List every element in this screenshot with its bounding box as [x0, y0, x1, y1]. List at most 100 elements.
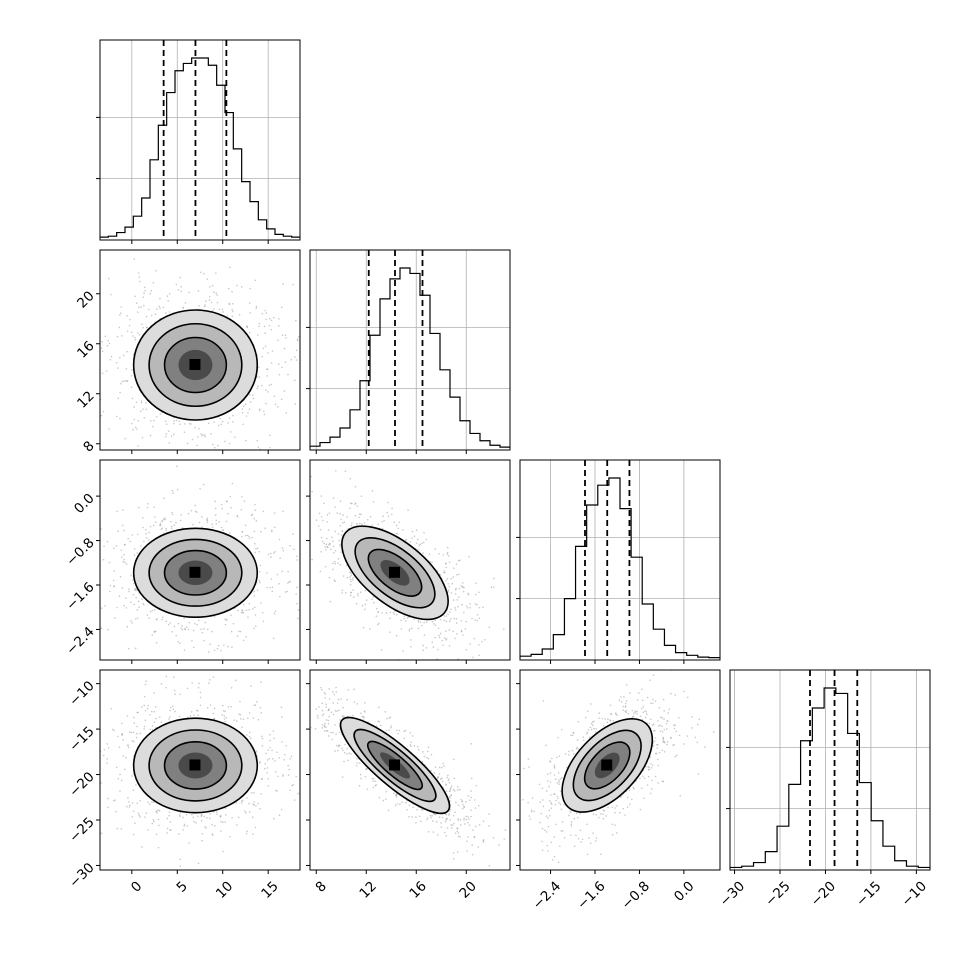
sample-point — [577, 720, 580, 723]
sample-point — [354, 485, 357, 488]
sample-point — [460, 629, 463, 632]
sample-point — [278, 373, 281, 376]
sample-point — [283, 390, 286, 392]
sample-point — [168, 442, 171, 444]
sample-point — [258, 322, 261, 325]
sample-point — [306, 693, 308, 695]
sample-point — [333, 693, 336, 696]
sample-point — [455, 617, 458, 620]
sample-point — [335, 691, 338, 693]
sample-point — [298, 516, 300, 518]
sample-point — [183, 431, 186, 433]
sample-point — [100, 414, 103, 417]
sample-point — [256, 439, 259, 442]
sample-point — [91, 755, 93, 757]
sample-point — [461, 582, 464, 584]
sample-point — [640, 707, 643, 710]
sample-point — [375, 615, 378, 618]
sample-point — [165, 527, 167, 530]
sample-point — [478, 654, 481, 657]
sample-point — [255, 750, 258, 752]
sample-point — [446, 551, 449, 554]
sample-point — [575, 812, 578, 815]
sample-point — [352, 579, 354, 581]
sample-point — [393, 792, 395, 795]
sample-point — [409, 732, 412, 734]
sample-point — [217, 424, 220, 427]
sample-point — [258, 325, 260, 328]
sample-point — [618, 699, 621, 702]
sample-point — [138, 606, 140, 609]
sample-point — [425, 621, 428, 623]
sample-point — [457, 605, 459, 608]
sample-point — [456, 633, 458, 635]
sample-point — [106, 762, 108, 764]
sample-point — [327, 709, 330, 712]
sample-point — [295, 593, 297, 595]
sample-point — [662, 740, 665, 742]
sample-point — [448, 620, 451, 623]
sample-point — [324, 722, 326, 725]
sample-point — [364, 603, 367, 606]
sample-point — [698, 718, 701, 721]
sample-point — [263, 410, 265, 413]
sample-point — [100, 347, 103, 350]
sample-point — [570, 834, 572, 837]
sample-point — [455, 563, 458, 565]
x-tick-label: 10 — [213, 878, 236, 901]
sample-point — [79, 390, 81, 392]
sample-point — [563, 803, 566, 806]
sample-point — [282, 773, 284, 776]
sample-point — [216, 647, 219, 650]
panel-frame — [519, 669, 721, 871]
sample-point — [103, 748, 106, 751]
sample-point — [576, 746, 578, 749]
sample-point — [661, 731, 664, 733]
sample-point — [458, 587, 461, 590]
sample-point — [579, 812, 581, 815]
sample-point — [403, 730, 405, 733]
sample-point — [557, 736, 559, 739]
sample-point — [227, 422, 229, 424]
sample-point — [135, 597, 137, 599]
sample-point — [449, 796, 452, 799]
sample-point — [136, 609, 139, 611]
sample-point — [639, 715, 642, 718]
sample-point — [269, 434, 271, 437]
sample-point — [195, 452, 197, 454]
sample-point — [356, 757, 358, 760]
sample-point — [435, 813, 437, 816]
sample-point — [553, 764, 556, 766]
sample-point — [301, 709, 303, 711]
sample-point — [239, 718, 242, 720]
y-tick-label: −2.4 — [63, 624, 97, 658]
sample-point — [242, 611, 245, 614]
sample-point — [158, 305, 160, 308]
sample-point — [337, 745, 340, 748]
sample-point — [445, 620, 448, 623]
sample-point — [452, 599, 455, 601]
sample-point — [159, 522, 162, 524]
sample-point — [114, 799, 116, 801]
sample-point — [134, 426, 137, 429]
sample-point — [456, 599, 458, 601]
sample-point — [614, 824, 616, 826]
sample-point — [570, 825, 573, 827]
sample-point — [246, 830, 248, 833]
sample-point — [475, 582, 477, 585]
sample-point — [601, 717, 604, 720]
sample-point — [264, 527, 266, 529]
sample-point — [334, 750, 336, 752]
sample-point — [130, 619, 132, 622]
sample-point — [253, 627, 255, 630]
sample-point — [129, 540, 132, 543]
sample-point — [164, 517, 166, 519]
sample-point — [342, 575, 345, 577]
sample-point — [168, 292, 171, 295]
sample-point — [152, 281, 155, 284]
sample-point — [328, 698, 331, 700]
sample-point — [469, 643, 471, 645]
sample-point — [254, 279, 257, 282]
sample-point — [161, 527, 164, 530]
sample-point — [205, 827, 207, 829]
